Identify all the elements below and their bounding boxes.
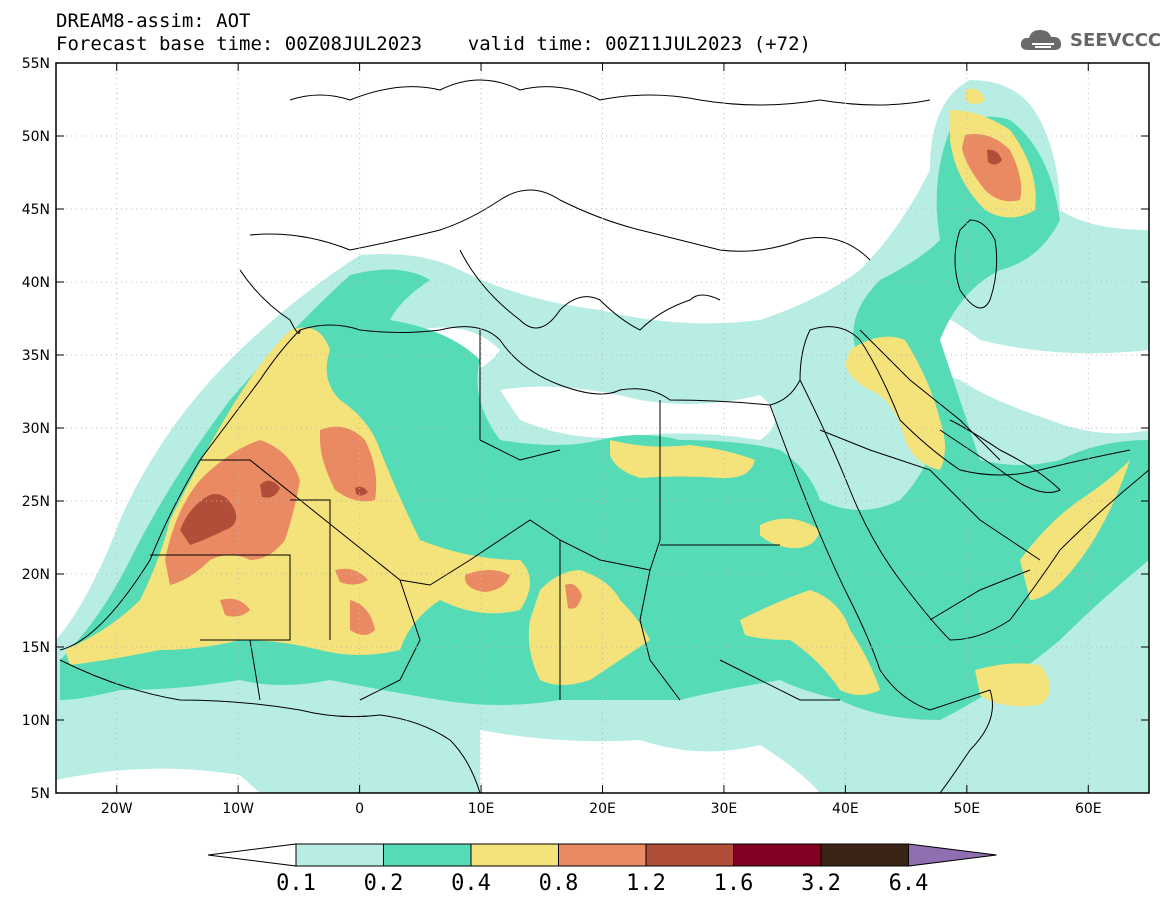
- colorbar-segment: [733, 843, 822, 867]
- lat-tick-label: 35N: [22, 348, 50, 364]
- colorbar-label: 1.6: [714, 871, 754, 896]
- coastlines: [59, 79, 1149, 793]
- colorbar-label: 1.2: [626, 871, 666, 896]
- lon-tick-label: 50E: [953, 801, 980, 817]
- colorbar-segment: [470, 843, 559, 867]
- colorbar-segment: [645, 843, 734, 867]
- logo-text: SEEVCCC: [1070, 30, 1162, 51]
- lat-tick-label: 45N: [22, 202, 50, 218]
- colorbar-segment: [295, 843, 384, 867]
- lon-tick-label: 30E: [711, 801, 738, 817]
- colorbar-over-arrow: [908, 843, 997, 867]
- colorbar-segment: [383, 843, 472, 867]
- colorbar-label: 6.4: [889, 871, 929, 896]
- lon-tick-label: 0: [355, 801, 364, 817]
- lon-tick-label: 20W: [101, 801, 133, 817]
- lon-tick-label: 10W: [222, 801, 254, 817]
- aot-field: [56, 80, 1149, 793]
- map-title: DREAM8-assim: AOT: [56, 10, 251, 32]
- colorbar-segment: [558, 843, 647, 867]
- lat-tick-label: 50N: [22, 129, 50, 145]
- colorbar-under-arrow: [207, 843, 297, 867]
- seevccc-logo: SEEVCCC: [1018, 24, 1162, 56]
- lat-tick-label: 30N: [22, 421, 50, 437]
- lon-tick-label: 60E: [1075, 801, 1102, 817]
- colorbar-label: 0.8: [539, 871, 579, 896]
- lat-tick-label: 25N: [22, 494, 50, 510]
- graticule: [56, 63, 1149, 793]
- cloud-icon: [1020, 30, 1062, 50]
- lat-tick-label: 10N: [22, 713, 50, 729]
- lat-tick-label: 40N: [22, 275, 50, 291]
- colorbar-label: 0.2: [364, 871, 404, 896]
- lat-tick-label: 15N: [22, 640, 50, 656]
- longitude-axis: 20W 10W 0 10E 20E 30E 40E 50E 60E: [101, 63, 1102, 817]
- lon-tick-label: 10E: [468, 801, 495, 817]
- colorbar-label: 0.1: [276, 871, 316, 896]
- lon-tick-label: 20E: [589, 801, 616, 817]
- aot-level-1.2: [180, 149, 1002, 545]
- colorbar-label: 0.4: [451, 871, 491, 896]
- colorbar-segment: [820, 843, 909, 867]
- lat-tick-label: 55N: [22, 56, 50, 72]
- lat-tick-label: 20N: [22, 567, 50, 583]
- forecast-times: Forecast base time: 00Z08JUL2023 valid t…: [56, 33, 811, 55]
- colorbar: 0.1 0.2 0.4 0.8 1.2 1.6 3.2 6.4: [207, 843, 997, 896]
- latitude-axis: 55N 50N 45N 40N 35N 30N 25N 20N 15N 10N 5N: [22, 56, 1149, 802]
- colorbar-label: 3.2: [801, 871, 841, 896]
- lat-tick-label: 5N: [31, 786, 50, 802]
- lon-tick-label: 40E: [832, 801, 859, 817]
